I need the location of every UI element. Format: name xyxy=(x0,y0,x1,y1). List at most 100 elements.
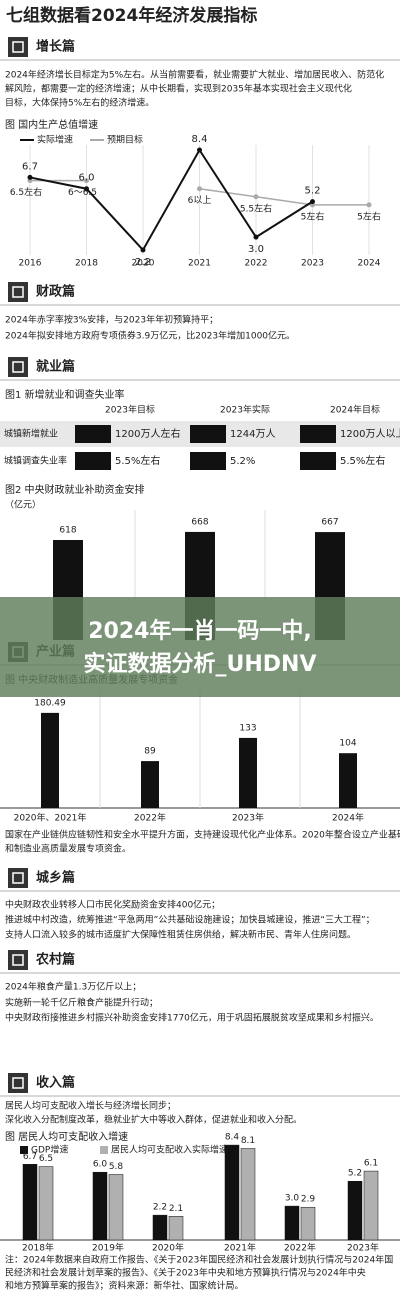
text: 和地方预算草案的报告》；资料来源：新华社、国家统计局。 xyxy=(5,1280,244,1292)
text: 6.5左右 xyxy=(10,186,42,198)
text: 2021年 xyxy=(224,1242,256,1254)
section-icon xyxy=(8,357,28,377)
cell-block xyxy=(190,425,226,443)
text: 2024年粮食产量1.3万亿斤以上； xyxy=(5,981,141,993)
bar xyxy=(240,1148,256,1241)
bar xyxy=(363,1170,379,1241)
cell-block xyxy=(300,452,336,470)
text: （亿元） xyxy=(5,499,41,511)
text: 民经济和社会发展计划草案的报告》、《关于2023年中央和地方预算执行情况与202… xyxy=(5,1267,366,1279)
text: 133 xyxy=(239,723,256,733)
text: 城镇新增就业 xyxy=(4,428,58,440)
series-line xyxy=(29,148,314,252)
text: 图 国内生产总值增速 xyxy=(5,118,98,131)
text: 2020 xyxy=(132,259,155,269)
point xyxy=(140,247,146,253)
icon-glyph xyxy=(12,361,24,373)
section-icon xyxy=(8,282,28,302)
text: 3.0 xyxy=(285,1194,300,1204)
text: 中央财政农业转移人口市民化奖励资金安排400亿元； xyxy=(5,899,220,911)
text: 618 xyxy=(59,526,76,536)
text: 和制造业高质量发展专项资金。 xyxy=(5,843,131,855)
point xyxy=(27,174,33,180)
bar xyxy=(38,1166,54,1241)
text: 图2 中央财政就业补助资金安排 xyxy=(5,483,145,496)
bar xyxy=(108,1174,124,1241)
bar xyxy=(22,1164,38,1241)
bar xyxy=(300,1206,316,1241)
text: 5.5%左右 xyxy=(115,454,160,467)
text: 2.2 xyxy=(135,257,151,268)
text: 6～6.5 xyxy=(68,188,97,198)
banner xyxy=(0,597,400,697)
text: 增长篇 xyxy=(36,39,75,55)
legend-swatch xyxy=(20,1146,28,1154)
text: 6以上 xyxy=(188,195,212,206)
text: 2023 xyxy=(301,259,324,269)
text: 2019年 xyxy=(92,1242,124,1254)
text: 6.7 xyxy=(23,1152,37,1162)
text: 2024年赤字率按3%安排，与2023年年初预算持平； xyxy=(5,314,218,326)
text: 6.0 xyxy=(93,1160,108,1170)
bar xyxy=(239,737,257,808)
text: 2022 xyxy=(245,259,268,269)
text: 国家在产业链供应链韧性和安全水平提升方面，支持建设现代化产业体系。2020年整合… xyxy=(5,829,400,841)
section-icon xyxy=(8,1073,28,1093)
text: 180.49 xyxy=(34,698,66,708)
text: 2.2 xyxy=(153,1203,167,1213)
bar xyxy=(224,1144,240,1241)
text: 2023年实际 xyxy=(220,404,270,416)
text: 七组数据看2024年经济发展指标 xyxy=(6,5,257,26)
text: 8.4 xyxy=(192,134,208,145)
text: 2016 xyxy=(19,259,42,269)
text: 6.5 xyxy=(39,1154,53,1164)
text: 1200万人左右 xyxy=(115,427,180,440)
text: 城镇调查失业率 xyxy=(4,455,67,467)
text: 图1 新增就业和调查失业率 xyxy=(5,388,125,401)
text: 1244万人 xyxy=(230,428,275,440)
text: 5.8 xyxy=(109,1162,124,1172)
cell-block xyxy=(75,425,111,443)
text: 目标，大体保持5%左右的经济增速。 xyxy=(5,97,154,109)
icon-glyph xyxy=(12,872,24,884)
text: GDP增速 xyxy=(31,1144,68,1156)
legend-swatch xyxy=(100,1146,108,1154)
text: 深化收入分配制度改革，稳就业扩大中等收入群体，促进就业和收入分配。 xyxy=(5,1114,302,1126)
text: 2022年 xyxy=(134,812,166,824)
text: 2.1 xyxy=(169,1204,183,1214)
text: 2024年拟安排地方政府专项债券3.9万亿元，比2023年增加1000亿元。 xyxy=(5,330,295,342)
text: 2022年 xyxy=(284,1242,316,1254)
text: 5.5%左右 xyxy=(340,454,385,467)
text: 6.0 xyxy=(79,173,95,184)
text: 实证数据分析_UHDNV xyxy=(84,651,317,677)
icon-glyph xyxy=(12,41,24,53)
text: 实施新一轮千亿斤粮食产能提升行动； xyxy=(5,997,158,1009)
text: 5.2% xyxy=(230,456,255,467)
text: 5左右 xyxy=(301,210,325,222)
text: 2024年目标 xyxy=(330,404,380,416)
text: 农村篇 xyxy=(35,952,75,968)
text: 2023年 xyxy=(232,812,264,824)
text: 2021 xyxy=(188,259,211,269)
text: 2024 xyxy=(358,259,381,269)
text: 6.1 xyxy=(364,1159,378,1169)
bar xyxy=(284,1205,300,1241)
icon-glyph xyxy=(12,286,24,298)
text: 2023年 xyxy=(347,1242,379,1254)
text: 中央财政衔接推进乡村振兴补助资金安排1770亿元，用于巩固拓展脱贫攻坚成果和乡村… xyxy=(5,1012,379,1024)
text: 城乡篇 xyxy=(36,870,75,886)
text: 支持人口流入较多的城市适度扩大保障性租赁住房供给，解决新市民、青年人住房问题。 xyxy=(5,929,356,941)
point xyxy=(366,202,372,208)
text: 居民人均可支配收入实际增速 xyxy=(111,1144,228,1156)
text: 推进城中村改造，统筹推进“平急两用”公共基础设施建设；加快县城建设，推进“三大工… xyxy=(5,914,375,926)
text: 668 xyxy=(191,517,208,527)
text: 2024年经济增长目标定为5%左右。从当前需要看，就业需要扩大就业、增加居民收入… xyxy=(5,69,384,81)
text: 图 居民人均可支配收入增速 xyxy=(5,1130,128,1143)
text: 2018 xyxy=(75,259,98,269)
text: 2018年 xyxy=(22,1242,54,1254)
cell-block xyxy=(300,425,336,443)
section-icon xyxy=(8,950,28,970)
section-icon xyxy=(8,868,28,888)
